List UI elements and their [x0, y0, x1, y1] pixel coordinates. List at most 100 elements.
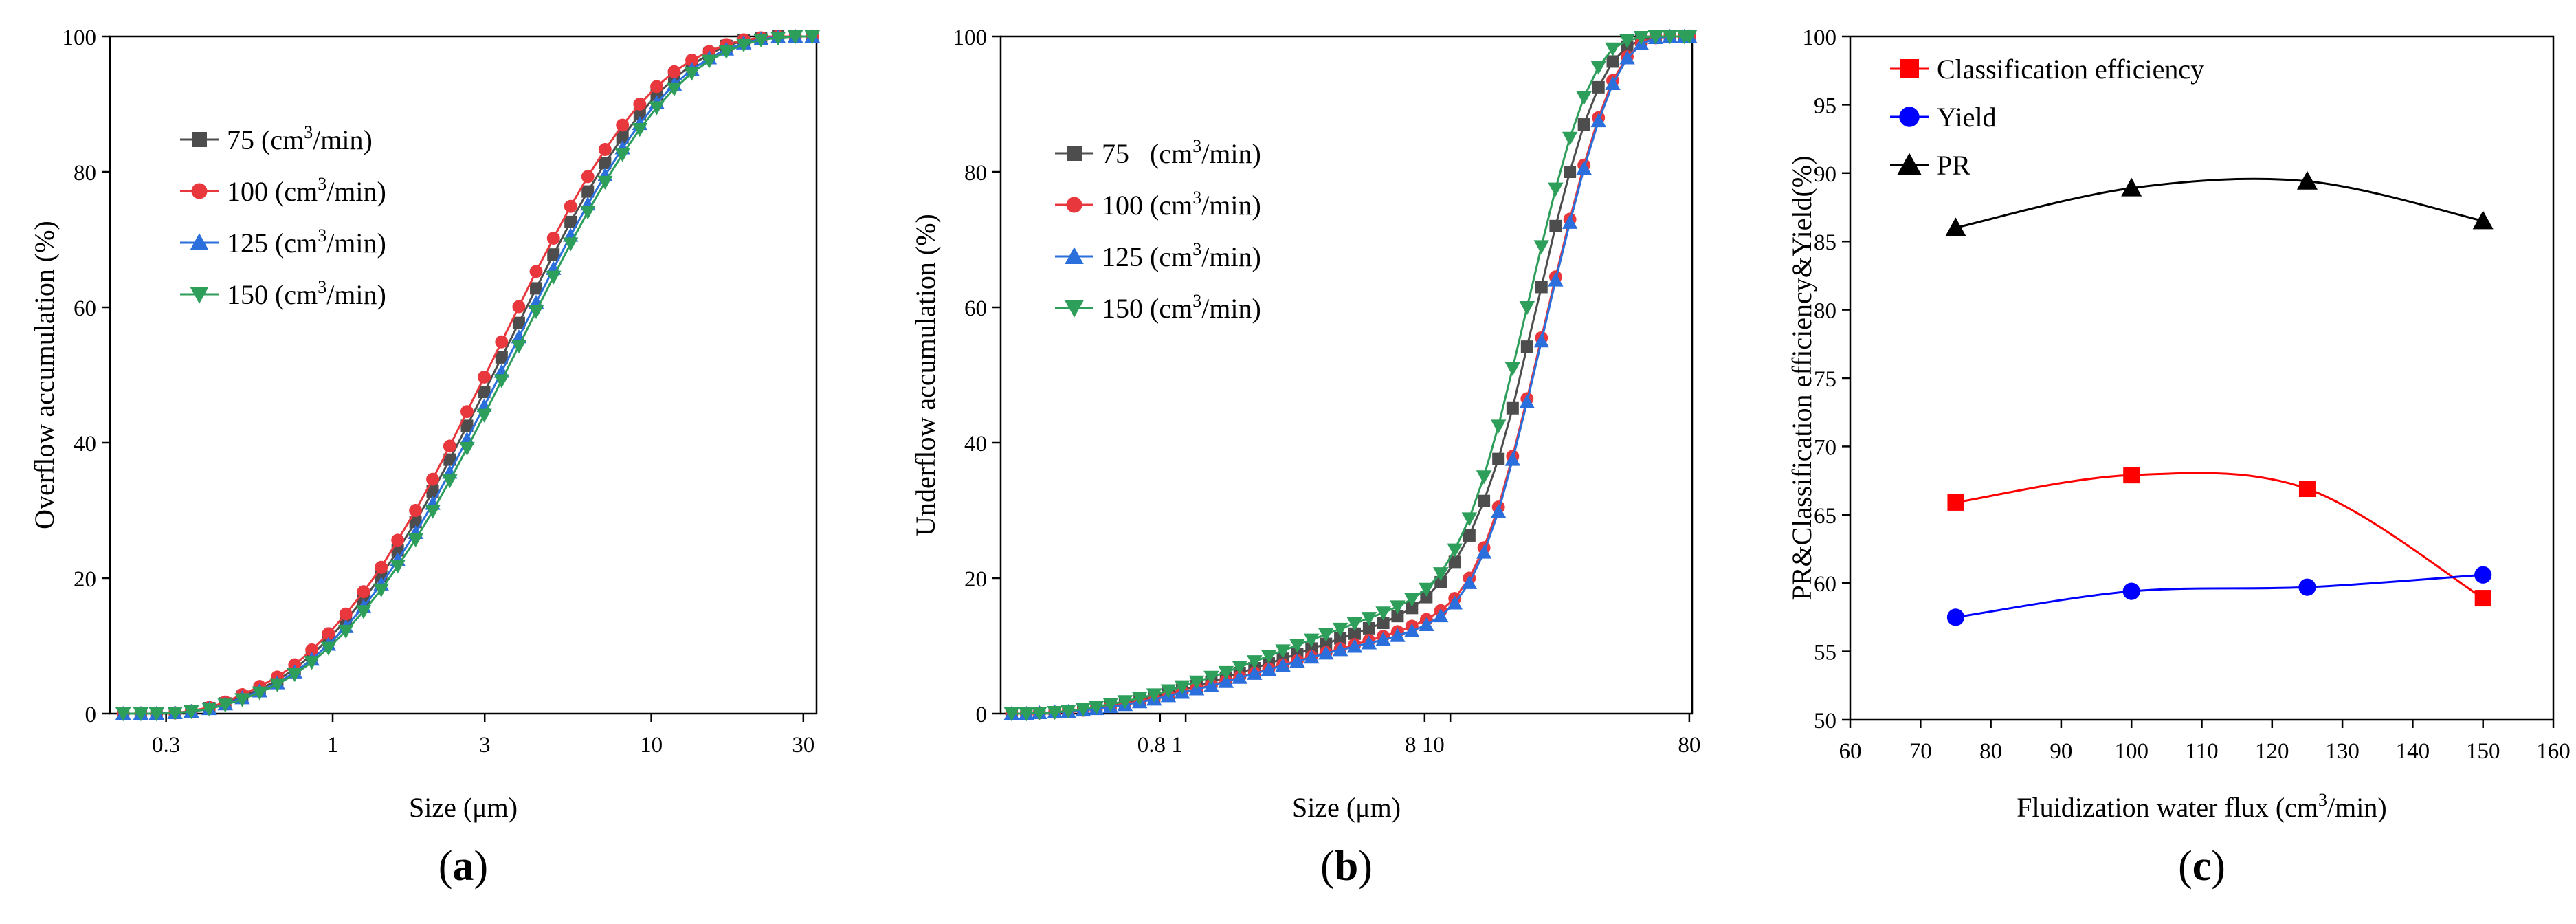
x-tick-label: 70	[1909, 739, 1932, 764]
y-tick-label: 55	[1814, 641, 1836, 666]
data-point	[1275, 657, 1291, 672]
data-point	[1362, 622, 1375, 635]
legend-marker	[1900, 59, 1919, 78]
data-point	[1348, 627, 1361, 640]
y-axis-label: Overflow accumulation (%)	[29, 221, 60, 529]
y-tick-label: 20	[74, 567, 96, 592]
legend-series-name: 75	[227, 124, 261, 155]
legend-unit-suffix: /min)	[326, 279, 386, 310]
data-point	[425, 505, 441, 519]
legend-marker	[1065, 247, 1084, 264]
data-point	[1535, 280, 1548, 294]
legend-entry: 100 (cm3/min)	[1055, 188, 1261, 221]
data-point	[2474, 590, 2491, 607]
data-point	[545, 270, 562, 285]
data-point	[529, 265, 543, 278]
chart-a: 0 20 40 60 80 100 0.3 1 3 10 30 Size (μm) Overflow a…	[29, 25, 821, 890]
y-tick-label: 80	[964, 161, 987, 186]
data-point	[667, 65, 681, 78]
data-point	[1562, 131, 1578, 146]
data-point	[1490, 419, 1507, 434]
data-point	[1102, 698, 1119, 712]
data-point	[1506, 402, 1519, 415]
data-point	[1448, 556, 1461, 569]
data-point	[1003, 707, 1020, 722]
x-tick-label: 80	[1979, 739, 2002, 764]
data-point	[1432, 567, 1449, 582]
data-point	[1160, 684, 1177, 698]
data-point	[478, 371, 491, 384]
data-point	[685, 54, 698, 67]
panel-paren-close: )	[474, 843, 489, 890]
data-point	[2122, 582, 2140, 600]
panel-paren-close: )	[1358, 843, 1373, 890]
data-point	[616, 118, 630, 132]
y-tick-label: 80	[1814, 299, 1836, 324]
legend-unit-prefix: (cm	[261, 124, 304, 155]
legend-unit-suffix: /min)	[1201, 241, 1261, 272]
data-point	[1519, 301, 1535, 316]
data-point	[460, 405, 474, 419]
data-point	[375, 560, 388, 574]
y-tick-label: 60	[74, 296, 96, 321]
data-point	[1261, 650, 1277, 664]
data-point	[459, 441, 475, 456]
legend-unit-exp: 3	[318, 277, 326, 297]
data-point	[1404, 593, 1420, 607]
x-tick-label: 90	[2050, 739, 2072, 764]
data-point	[2472, 210, 2494, 230]
series-classification-efficiency	[1947, 467, 2491, 607]
data-point	[337, 624, 354, 639]
x-tick-label: 0.3	[152, 733, 180, 758]
x-axis-label-suffix: /min)	[2327, 792, 2387, 823]
data-point	[753, 33, 769, 48]
y-tick-label: 75	[1814, 367, 1836, 392]
legend-series-name: 150	[227, 279, 275, 310]
legend-unit-suffix: /min)	[1201, 293, 1261, 324]
data-point	[2123, 467, 2140, 484]
data-point	[1390, 600, 1406, 615]
legend-marker	[1066, 197, 1082, 213]
data-point	[1419, 617, 1434, 631]
data-point	[804, 30, 821, 45]
data-point	[666, 82, 682, 97]
data-point	[442, 474, 458, 489]
data-point	[148, 707, 164, 722]
y-axis-label: PR&Classification efficiency&Yield(%)	[1786, 156, 1817, 601]
data-point	[1361, 635, 1377, 650]
data-point	[1946, 608, 1965, 626]
data-point	[1203, 678, 1219, 692]
data-point	[564, 199, 577, 213]
data-point	[1390, 628, 1406, 642]
data-point	[2298, 578, 2316, 596]
x-tick-label: 0.8 1	[1137, 733, 1183, 758]
data-point	[1304, 649, 1320, 664]
y-tick-label: 100	[953, 25, 988, 50]
data-point	[460, 419, 474, 432]
legend-marker	[1899, 107, 1920, 127]
data-point	[201, 703, 217, 717]
legend-unit-prefix: (cm	[275, 176, 318, 207]
data-point	[1432, 608, 1449, 623]
data-point	[1463, 529, 1476, 542]
x-axis-label: Size (μm)	[1292, 792, 1401, 823]
data-point	[408, 533, 423, 548]
legend-marker	[192, 132, 207, 147]
y-tick-label: 60	[1814, 572, 1836, 597]
x-tick-label: 60	[1839, 739, 1862, 764]
legend-marker	[1065, 300, 1084, 318]
data-point	[409, 504, 423, 517]
series-125	[115, 28, 821, 720]
panel-paren-open: (	[2178, 843, 2192, 890]
data-point	[1289, 639, 1305, 653]
legend-unit-prefix: (cm	[275, 279, 318, 310]
y-tick-label: 60	[964, 296, 987, 321]
data-point	[1447, 543, 1463, 558]
legend-unit-suffix: /min)	[313, 124, 373, 155]
series-150	[1003, 30, 1698, 722]
y-tick-label: 65	[1814, 504, 1836, 529]
panel-label: (b)	[1320, 843, 1373, 890]
data-point	[1047, 706, 1063, 720]
data-point	[547, 248, 560, 261]
data-point	[1647, 30, 1664, 45]
